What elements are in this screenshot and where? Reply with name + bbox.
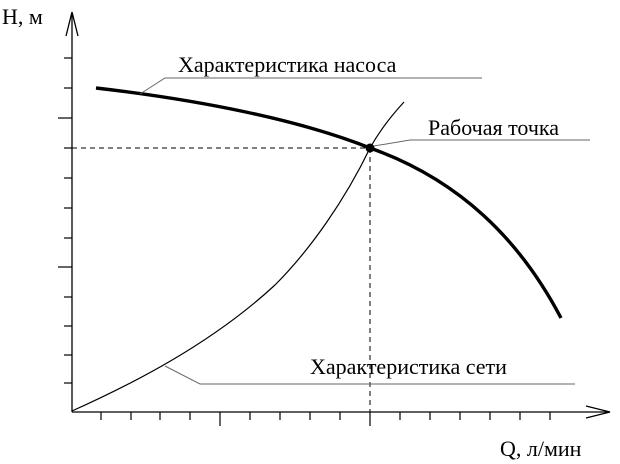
system-curve-label: Характеристика сети <box>310 354 507 379</box>
y-axis-ticks <box>58 57 72 384</box>
y-axis: H, м <box>2 4 79 412</box>
x-axis-arrow <box>585 405 611 419</box>
y-axis-arrow <box>65 11 79 37</box>
pump-curve-leader <box>139 77 482 95</box>
x-axis: Q, л/мин <box>72 405 611 461</box>
operating-point-leader <box>373 139 590 147</box>
system-curve <box>71 101 405 412</box>
y-axis-label: H, м <box>2 4 43 29</box>
x-axis-ticks <box>100 412 551 426</box>
operating-point-label: Рабочая точка <box>428 115 559 140</box>
pump-curve-label: Характеристика насоса <box>178 52 397 77</box>
operating-point-marker <box>365 143 375 153</box>
x-axis-label: Q, л/мин <box>500 436 582 461</box>
system-curve-leader <box>164 365 575 385</box>
